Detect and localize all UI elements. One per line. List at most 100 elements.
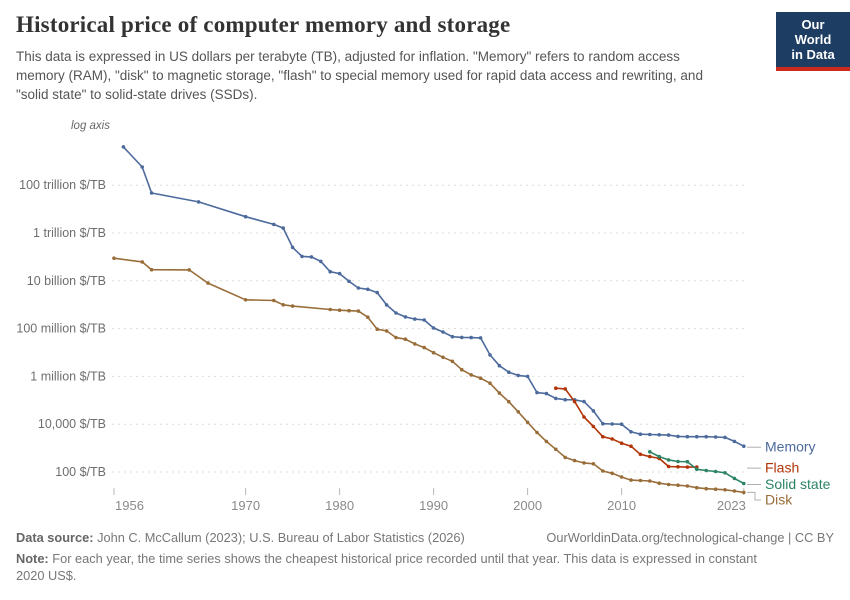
data-source-text: Data source: John C. McCallum (2023); U.… <box>16 530 465 545</box>
memory-point <box>713 435 718 439</box>
legend-item-solid-state: Solid state <box>747 476 831 492</box>
disk-point <box>413 342 417 346</box>
solid-state-point <box>685 459 690 464</box>
x-axis-tick-label: 1980 <box>325 498 354 513</box>
memory-point <box>319 259 323 264</box>
disk-point <box>469 373 474 377</box>
y-axis-tick-label: 100 $/TB <box>55 465 106 479</box>
legend-label-solid-state[interactable]: Solid state <box>765 476 831 492</box>
footer-note: Note: For each year, the time series sho… <box>16 550 758 584</box>
flash-point <box>676 465 680 469</box>
x-axis-tick-label: 1956 <box>115 498 144 513</box>
memory-point <box>535 390 539 395</box>
memory-point <box>488 353 492 357</box>
solid-state-point <box>732 476 737 481</box>
memory-point <box>469 335 474 340</box>
owid-logo[interactable]: Our World in Data <box>776 12 850 71</box>
disk-point <box>516 410 520 414</box>
memory-point <box>723 435 727 440</box>
memory-point <box>272 222 276 227</box>
memory-point <box>149 191 154 195</box>
note-text: For each year, the time series shows the… <box>16 551 757 583</box>
disk-point <box>347 308 351 313</box>
memory-point <box>394 311 398 315</box>
flash-point <box>563 387 567 391</box>
flash-point <box>610 437 614 441</box>
memory-line[interactable] <box>122 146 745 447</box>
disk-point <box>525 420 530 425</box>
disk-point <box>243 298 248 302</box>
memory-point <box>742 444 746 449</box>
owid-attribution-link[interactable]: OurWorldinData.org/technological-change … <box>546 530 834 545</box>
disk-point <box>666 482 671 487</box>
memory-point <box>384 303 389 307</box>
disk-point <box>356 309 361 313</box>
x-axis-tick-label: 2010 <box>607 498 636 513</box>
legend-item-disk: Disk <box>747 492 793 508</box>
legend-label-memory[interactable]: Memory <box>765 439 816 455</box>
footer: Data source: John C. McCallum (2023); U.… <box>16 530 834 545</box>
log-axis-label: log axis <box>71 120 110 132</box>
memory-point <box>140 165 144 169</box>
disk-point <box>648 479 652 483</box>
disk-point <box>394 335 398 340</box>
legend-label-disk[interactable]: Disk <box>765 492 793 508</box>
memory-point <box>704 434 708 439</box>
solid-state-point <box>695 467 699 472</box>
memory-point <box>328 269 333 274</box>
memory-point <box>243 214 248 219</box>
series-flash <box>554 386 699 469</box>
solid-state-point <box>704 468 708 473</box>
y-axis-tick-label: 1 million $/TB <box>30 369 106 383</box>
data-source-value: John C. McCallum (2023); U.S. Bureau of … <box>93 530 465 545</box>
disk-point <box>366 315 370 320</box>
flash-point <box>601 434 605 439</box>
disk-point <box>619 475 624 479</box>
disk-point <box>629 478 633 482</box>
solid-state-point <box>657 454 661 459</box>
memory-point <box>478 336 483 340</box>
flash-point <box>629 444 633 449</box>
disk-point <box>732 489 737 493</box>
disk-point <box>281 303 286 307</box>
disk-point <box>507 399 511 404</box>
y-axis-tick-label: 10,000 $/TB <box>38 417 106 431</box>
memory-point <box>666 433 671 437</box>
memory-point <box>375 290 380 295</box>
memory-point <box>601 421 605 426</box>
disk-point <box>601 469 605 473</box>
memory-point <box>422 318 427 322</box>
memory-point <box>347 279 351 284</box>
disk-point <box>403 337 408 342</box>
memory-point <box>516 373 520 378</box>
memory-point <box>366 287 370 292</box>
page-title: Historical price of computer memory and … <box>16 12 511 37</box>
owid-logo-line2: in Data <box>791 47 835 62</box>
flash-line[interactable] <box>555 387 698 468</box>
memory-point <box>648 432 652 437</box>
solid-state-point <box>742 481 746 486</box>
disk-point <box>422 345 427 350</box>
disk-point <box>431 350 436 355</box>
disk-point <box>290 304 295 308</box>
flash-point <box>666 464 671 469</box>
memory-point <box>610 422 614 426</box>
legend-item-flash: Flash <box>747 460 799 476</box>
memory-point <box>695 434 699 439</box>
disk-point <box>695 485 699 490</box>
memory-point <box>300 254 304 259</box>
flash-point <box>685 465 690 469</box>
memory-point <box>460 335 464 340</box>
memory-point <box>629 430 633 434</box>
disk-point <box>591 462 596 466</box>
y-axis-tick-label: 100 trillion $/TB <box>19 178 106 192</box>
y-axis-tick-label: 1 trillion $/TB <box>33 226 106 240</box>
disk-point <box>723 488 727 492</box>
disk-point <box>272 298 276 303</box>
disk-point <box>676 483 680 488</box>
series-disk <box>112 256 746 495</box>
disk-point <box>610 471 614 476</box>
legend-label-flash[interactable]: Flash <box>765 460 799 476</box>
disk-point <box>187 268 191 272</box>
